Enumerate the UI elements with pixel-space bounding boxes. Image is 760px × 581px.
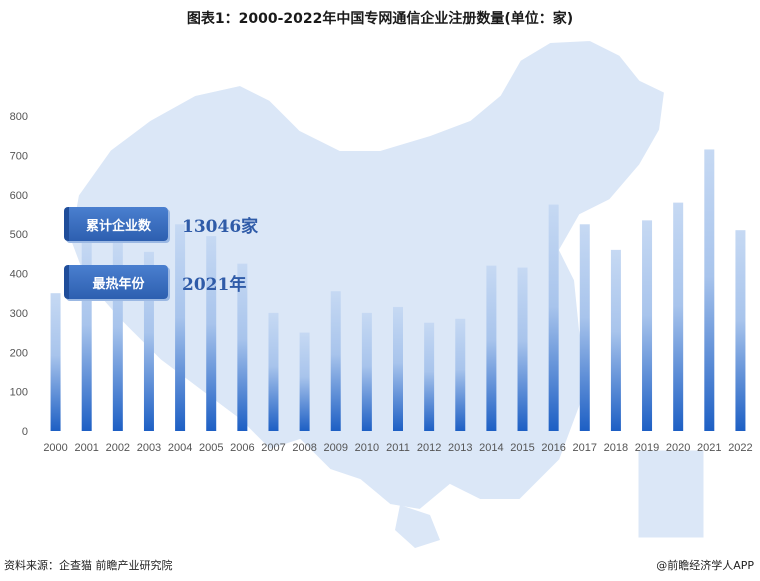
bar-2007	[268, 312, 279, 431]
bar-series	[50, 149, 746, 431]
bar-2008	[299, 332, 310, 431]
bar-2000	[50, 293, 61, 431]
bar-2004	[175, 224, 186, 431]
y-tick-label: 200	[10, 347, 28, 359]
y-tick-label: 0	[22, 426, 28, 438]
bar-2019	[642, 220, 653, 431]
y-tick-label: 400	[10, 269, 28, 281]
x-tick-label: 2016	[541, 442, 565, 454]
bar-2015	[517, 267, 528, 431]
bar-2011	[393, 306, 403, 431]
x-tick-label: 2004	[168, 442, 192, 454]
x-tick-label: 2021	[697, 442, 721, 454]
x-axis: 2000 2001 2002 2003 2004 2005 2006 2007 2008 2009…	[43, 442, 752, 454]
bar-2018	[610, 249, 621, 431]
bar-2012	[424, 322, 435, 431]
bar-2001	[81, 238, 92, 431]
bar-2022	[735, 230, 746, 431]
x-tick-label: 2012	[417, 442, 441, 454]
bar-2002	[112, 242, 123, 431]
x-tick-label: 2003	[137, 442, 161, 454]
y-tick-label: 300	[10, 308, 28, 320]
bar-2016	[548, 204, 559, 431]
x-tick-label: 2001	[74, 442, 98, 454]
y-tick-label: 800	[10, 111, 28, 123]
x-tick-label: 2000	[43, 442, 67, 454]
x-tick-label: 2020	[666, 442, 690, 454]
x-tick-label: 2014	[479, 442, 503, 454]
bar-2014	[486, 265, 497, 431]
y-tick-label: 700	[10, 150, 28, 162]
bar-2006	[237, 263, 248, 431]
bar-2005	[206, 236, 217, 431]
x-tick-label: 2009	[323, 442, 347, 454]
x-tick-label: 2022	[728, 442, 752, 454]
x-tick-label: 2008	[292, 442, 316, 454]
y-tick-label: 100	[10, 387, 28, 399]
bar-2021	[704, 149, 715, 431]
x-tick-label: 2002	[106, 442, 130, 454]
x-tick-label: 2006	[230, 442, 254, 454]
x-tick-label: 2017	[573, 442, 597, 454]
y-tick-label: 600	[10, 190, 28, 202]
bar-2009	[330, 291, 341, 431]
y-tick-label: 500	[10, 229, 28, 241]
bar-2003	[143, 251, 154, 431]
x-tick-label: 2018	[604, 442, 628, 454]
total-companies-tag: 累计企业数	[64, 207, 168, 241]
bar-2020	[673, 202, 684, 431]
hottest-year-tag: 最热年份	[64, 265, 168, 299]
total-companies-value: 13046家	[182, 216, 259, 237]
x-tick-label: 2013	[448, 442, 472, 454]
total-companies-row: 累计企业数 13046家	[64, 207, 258, 241]
chart-title: 图表1：2000-2022年中国专网通信企业注册数量(单位：家)	[186, 11, 574, 27]
y-axis: 0 100 200 300 400 500 600 700 800	[10, 111, 28, 438]
x-tick-label: 2010	[355, 442, 379, 454]
x-tick-label: 2011	[386, 442, 410, 454]
brand-credit: @前瞻经济学人APP	[656, 559, 754, 572]
source-note: 资料来源：企查猫 前瞻产业研究院	[4, 559, 173, 572]
bar-2013	[455, 318, 466, 431]
hottest-year-row: 最热年份 2021年	[64, 265, 246, 299]
x-tick-label: 2005	[199, 442, 223, 454]
bar-2010	[361, 312, 372, 431]
x-tick-label: 2007	[261, 442, 285, 454]
x-tick-label: 2019	[635, 442, 659, 454]
hottest-year-value: 2021年	[182, 274, 247, 295]
bar-2017	[579, 224, 590, 431]
x-tick-label: 2015	[510, 442, 534, 454]
